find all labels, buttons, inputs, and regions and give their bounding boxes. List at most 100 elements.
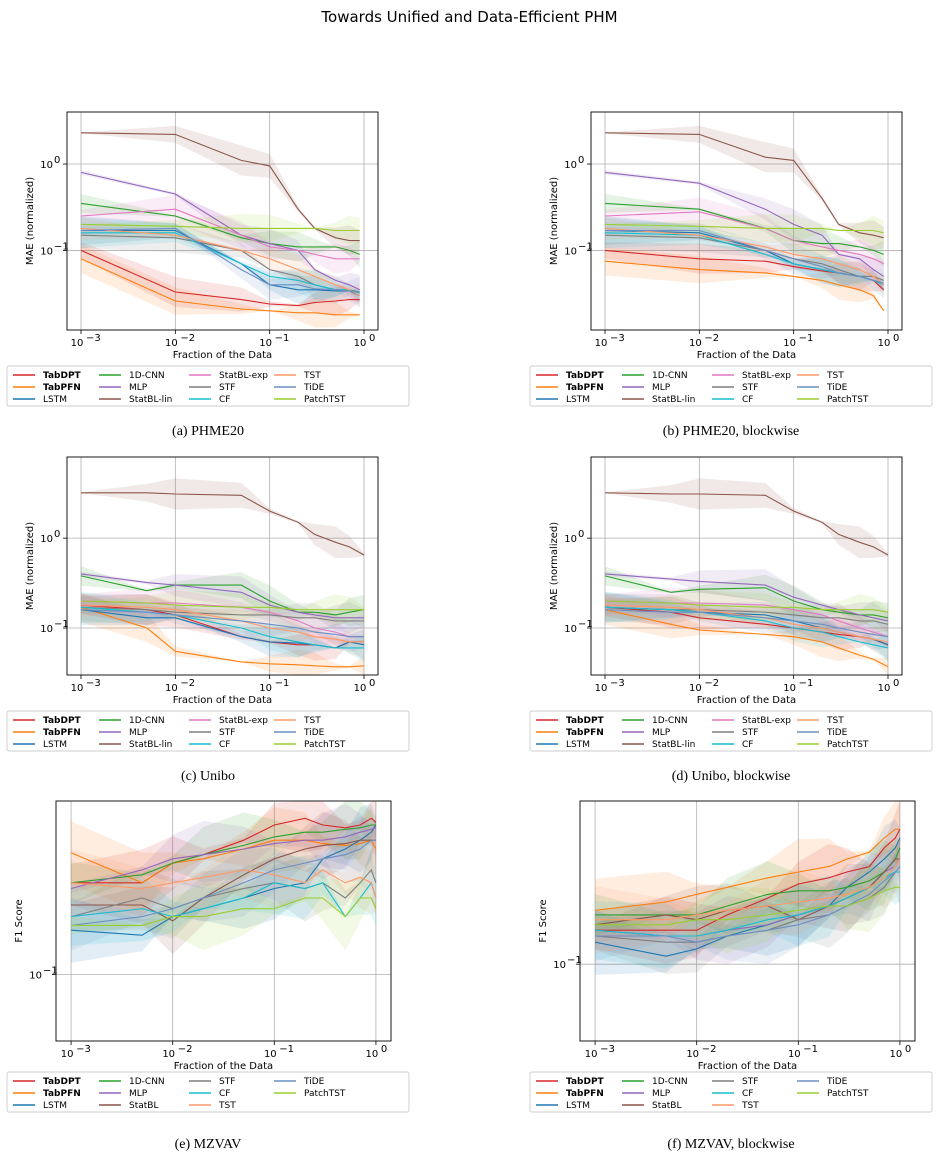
legend-label: STF bbox=[219, 1077, 235, 1087]
legend-label: LSTM bbox=[43, 1101, 67, 1111]
series-line-tst bbox=[71, 869, 377, 899]
legend-item-tide: TiDE bbox=[797, 1077, 848, 1087]
x-axis-label: Fraction of the Data bbox=[174, 1061, 273, 1072]
band-tabpfn bbox=[595, 801, 900, 943]
x-tick-label: 10 bbox=[890, 1049, 903, 1060]
legend-label: MLP bbox=[129, 383, 148, 393]
legend-label: CF bbox=[219, 1089, 230, 1099]
band-tst bbox=[71, 841, 376, 917]
legend-item-tabpfn: TabPFN bbox=[13, 1089, 81, 1099]
band-lstm bbox=[80, 594, 365, 661]
y-tick-label-exponent: 0 bbox=[578, 155, 584, 166]
x-tick-label-exponent: −1 bbox=[803, 1044, 818, 1055]
legend-item-tabpfn: TabPFN bbox=[13, 728, 81, 738]
legend-box bbox=[6, 1071, 410, 1113]
series-line-tst bbox=[604, 227, 885, 286]
legend-label: 1D-CNN bbox=[129, 716, 165, 726]
x-tick-label-exponent: −2 bbox=[178, 1044, 193, 1055]
legend-label: StatBL bbox=[129, 1101, 158, 1111]
legend-item-patchtst: PatchTST bbox=[274, 1089, 346, 1099]
legend-item-tide: TiDE bbox=[274, 1077, 325, 1087]
y-tick-label-exponent: 0 bbox=[578, 529, 584, 540]
legend-label: 1D-CNN bbox=[652, 716, 688, 726]
legend-item-tabpfn: TabPFN bbox=[536, 1089, 604, 1099]
y-tick-label-exponent: −1 bbox=[43, 965, 58, 976]
series-line-patchtst bbox=[71, 897, 377, 926]
x-tick-label-exponent: −3 bbox=[86, 678, 101, 689]
legend-item-lstm: LSTM bbox=[13, 395, 67, 405]
y-axis-label: F1 Score bbox=[538, 899, 549, 942]
series-line-tabpfn bbox=[604, 260, 885, 312]
y-axis-label: F1 Score bbox=[14, 899, 25, 942]
legend-box bbox=[529, 365, 933, 407]
y-tick-label-exponent: 0 bbox=[54, 155, 60, 166]
legend-item-statbl-exp: StatBL-exp bbox=[712, 371, 791, 381]
x-tick-label-exponent: −2 bbox=[180, 678, 195, 689]
band-mlp bbox=[604, 170, 884, 292]
series-line-1d-cnn bbox=[80, 575, 365, 616]
y-tick-label: 10 bbox=[564, 160, 577, 171]
figure-caption: (f) MZVAV, blockwise bbox=[667, 1137, 794, 1152]
legend-item-tabdpt: TabDPT bbox=[13, 716, 82, 726]
x-tick-label-exponent: −1 bbox=[275, 678, 290, 689]
series-line-tabdpt bbox=[80, 249, 360, 307]
legend-label: StatBL-lin bbox=[652, 740, 695, 750]
legend-item-tabdpt: TabDPT bbox=[13, 1077, 82, 1087]
series-line-statbl-lin bbox=[81, 492, 365, 556]
series-line-stf bbox=[595, 871, 900, 943]
band-lstm bbox=[595, 818, 900, 975]
legend-item-cf: CF bbox=[189, 1089, 230, 1099]
plot-frame bbox=[66, 456, 379, 676]
band-cf bbox=[71, 850, 376, 946]
legend-item-cf: CF bbox=[712, 395, 753, 405]
band-patchtst bbox=[604, 214, 884, 246]
band-1d-cnn bbox=[595, 840, 900, 936]
x-tick-label-exponent: −1 bbox=[799, 678, 814, 689]
legend-label: STF bbox=[219, 728, 235, 738]
legend-label: STF bbox=[219, 383, 235, 393]
y-axis-label: MAE (normalized) bbox=[549, 177, 560, 265]
legend-item-lstm: LSTM bbox=[536, 395, 590, 405]
x-tick-label-exponent: −1 bbox=[275, 333, 290, 344]
y-tick-label-exponent: −1 bbox=[578, 241, 593, 252]
legend-label: CF bbox=[742, 1089, 753, 1099]
x-tick-label: 10 bbox=[878, 683, 891, 694]
legend-label: TabPFN bbox=[566, 728, 604, 738]
legend-label: CF bbox=[219, 740, 230, 750]
series-line-1d-cnn bbox=[80, 202, 360, 255]
band-1d-cnn bbox=[604, 566, 889, 633]
x-tick-label: 10 bbox=[686, 1049, 699, 1060]
series-line-stf bbox=[604, 606, 889, 625]
band-tabdpt bbox=[604, 242, 884, 292]
y-tick-label: 10 bbox=[564, 246, 577, 257]
y-tick-label: 10 bbox=[40, 160, 53, 171]
y-tick-label-exponent: 0 bbox=[54, 529, 60, 540]
band-tide bbox=[595, 847, 900, 965]
legend-box bbox=[6, 365, 410, 407]
series-line-tide bbox=[595, 866, 901, 943]
legend-item-patchtst: PatchTST bbox=[797, 740, 869, 750]
series-line-patchtst bbox=[604, 223, 884, 234]
legend-label: MLP bbox=[652, 383, 671, 393]
legend-item-patchtst: PatchTST bbox=[274, 395, 346, 405]
series-line-tabpfn bbox=[80, 258, 360, 316]
plot-frame bbox=[590, 111, 903, 331]
legend-item-tide: TiDE bbox=[274, 383, 325, 393]
legend-item-tabdpt: TabDPT bbox=[13, 371, 82, 381]
legend-item-patchtst: PatchTST bbox=[797, 395, 869, 405]
x-tick-label: 10 bbox=[788, 1049, 801, 1060]
legend-item-tabdpt: TabDPT bbox=[536, 1077, 605, 1087]
legend-label: TiDE bbox=[826, 383, 848, 393]
legend-label: STF bbox=[742, 728, 758, 738]
legend-item-mlp: MLP bbox=[99, 1089, 148, 1099]
y-tick-label-exponent: −1 bbox=[54, 619, 69, 630]
band-lstm bbox=[604, 592, 889, 661]
legend-label: TST bbox=[826, 371, 844, 381]
x-tick-label: 10 bbox=[689, 338, 702, 349]
legend-item-tst: TST bbox=[274, 371, 321, 381]
series-line-tabpfn bbox=[595, 828, 900, 911]
legend-item-cf: CF bbox=[189, 395, 230, 405]
legend-item-1d-cnn: 1D-CNN bbox=[99, 1077, 165, 1087]
